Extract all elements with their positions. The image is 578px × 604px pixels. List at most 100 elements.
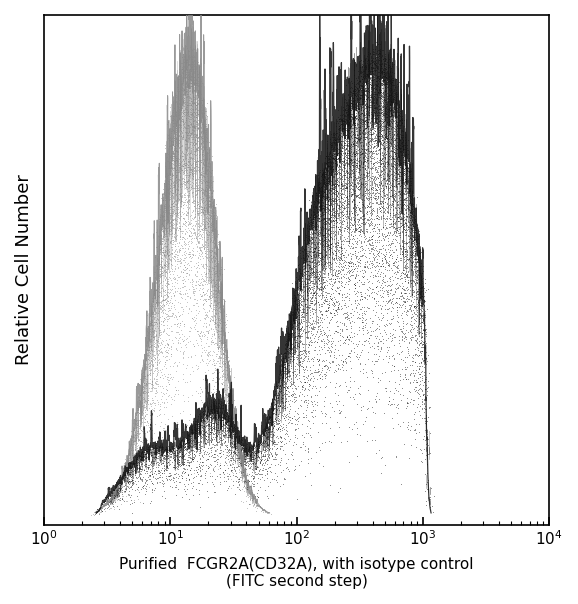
Point (216, 439, 225, 448)
Point (368, 75, 377, 85)
Point (155, 265, 165, 274)
Point (167, 249, 176, 259)
Point (327, 188, 336, 198)
Point (297, 317, 306, 327)
Point (353, 132, 362, 142)
Point (381, 72, 390, 82)
Point (352, 451, 361, 461)
Point (286, 329, 295, 339)
Point (407, 332, 416, 341)
Point (372, 46, 381, 56)
Point (271, 414, 280, 424)
Point (355, 117, 364, 126)
Point (165, 179, 174, 189)
Point (177, 250, 187, 260)
Point (182, 97, 191, 107)
Point (353, 214, 362, 223)
Point (344, 385, 354, 395)
Point (295, 284, 305, 294)
Point (413, 265, 423, 274)
Point (401, 221, 410, 231)
Point (360, 164, 369, 173)
Point (206, 199, 216, 209)
Point (363, 64, 372, 74)
Point (311, 329, 320, 339)
Point (143, 396, 153, 405)
Point (313, 245, 323, 254)
Point (314, 246, 323, 255)
Point (214, 419, 223, 429)
Point (217, 301, 226, 310)
Point (338, 213, 347, 222)
Point (185, 231, 194, 241)
Point (164, 204, 173, 213)
Point (128, 450, 137, 460)
Point (190, 98, 199, 108)
Point (197, 133, 206, 143)
Point (396, 115, 405, 125)
Point (175, 67, 184, 77)
Point (387, 161, 396, 170)
Point (194, 142, 203, 152)
Point (260, 429, 269, 439)
Point (159, 295, 168, 305)
Point (372, 65, 381, 75)
Point (187, 77, 197, 86)
Point (363, 102, 372, 112)
Point (351, 123, 361, 133)
Point (194, 199, 203, 208)
Point (180, 177, 190, 187)
Point (332, 130, 341, 140)
Point (289, 378, 298, 387)
Point (194, 105, 203, 115)
Point (242, 443, 251, 452)
Point (214, 405, 223, 415)
Point (279, 403, 288, 413)
Point (363, 76, 372, 86)
Point (206, 301, 215, 310)
Point (174, 167, 183, 176)
Point (204, 208, 213, 217)
Point (129, 445, 138, 454)
Point (166, 187, 176, 197)
Point (316, 335, 325, 344)
Point (397, 294, 406, 304)
Point (320, 329, 329, 338)
Point (195, 251, 204, 260)
Point (317, 336, 326, 346)
Point (261, 445, 270, 455)
Point (401, 158, 410, 167)
Point (201, 259, 210, 269)
Point (129, 478, 138, 488)
Point (419, 328, 428, 338)
Point (133, 419, 142, 428)
Point (408, 356, 417, 366)
Point (191, 425, 200, 435)
Point (387, 110, 397, 120)
Point (338, 153, 347, 162)
Point (343, 231, 353, 241)
Point (302, 278, 312, 288)
Point (171, 119, 180, 129)
Point (333, 170, 342, 179)
Point (219, 340, 228, 350)
Point (405, 205, 414, 214)
Point (192, 98, 201, 108)
Point (249, 444, 258, 454)
Point (329, 188, 338, 198)
Point (351, 207, 361, 216)
Point (257, 434, 266, 443)
Point (217, 433, 226, 443)
Point (239, 486, 249, 496)
Point (162, 200, 171, 210)
Point (269, 394, 279, 404)
Point (176, 445, 185, 455)
Point (203, 222, 213, 231)
Point (374, 344, 383, 354)
Point (141, 448, 150, 458)
Point (135, 408, 144, 418)
Point (200, 147, 209, 156)
Point (179, 89, 188, 98)
Point (343, 100, 353, 109)
Point (197, 396, 206, 405)
